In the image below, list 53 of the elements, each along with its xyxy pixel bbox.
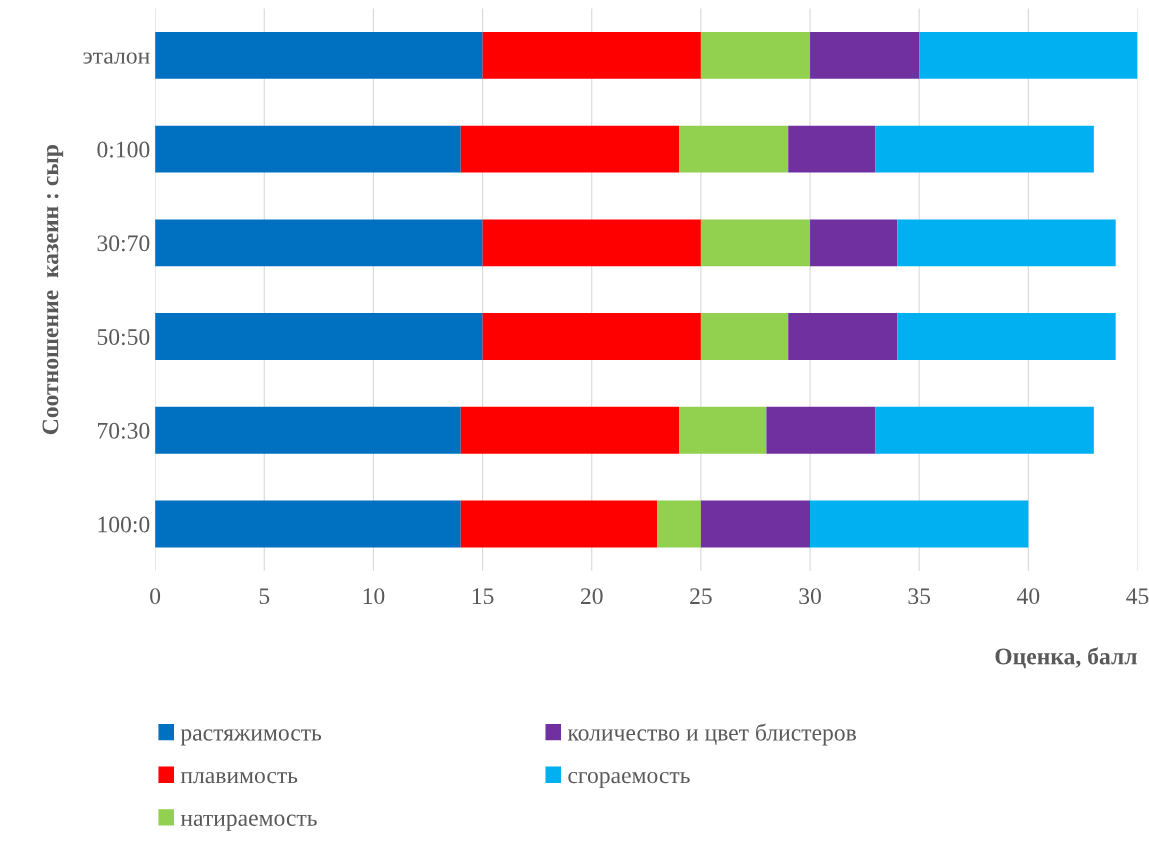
legend-label: натираемость — [180, 814, 317, 831]
x-tick-label: 10 — [363, 588, 385, 605]
x-tick-label: 40 — [1017, 588, 1040, 605]
bar — [810, 31, 920, 79]
bar — [897, 313, 1116, 360]
x-tick-label: 0 — [150, 588, 161, 605]
bar — [482, 313, 701, 360]
bar — [460, 406, 680, 454]
x-tick-label: 15 — [472, 588, 494, 605]
bar — [810, 500, 1029, 548]
legend-label: количество и цвет блистеров — [567, 723, 856, 746]
x-tick-label: 35 — [908, 588, 931, 605]
legend-label: сгораемость — [568, 771, 690, 789]
bar — [810, 219, 898, 267]
x-tick-label: 25 — [690, 588, 712, 605]
x-tick-label: 20 — [580, 588, 603, 605]
bar — [788, 125, 876, 173]
bar — [460, 125, 680, 173]
bar — [482, 219, 701, 267]
bar — [700, 31, 811, 79]
bar — [679, 406, 767, 454]
bar — [657, 500, 701, 548]
bar — [155, 125, 461, 173]
bar — [155, 31, 483, 79]
bar — [155, 406, 461, 454]
bar — [700, 500, 811, 548]
x-tick-label: 30 — [799, 588, 821, 605]
y-tick-label: эталон — [83, 52, 150, 64]
legend-label: плавимость — [180, 771, 298, 784]
x-tick-label: 5 — [259, 588, 270, 605]
y-tick-label: 70:30 — [98, 422, 150, 439]
bar — [700, 219, 811, 267]
bar — [766, 406, 876, 454]
bar — [155, 500, 461, 548]
y-tick-label: 50:50 — [97, 329, 150, 346]
bar — [460, 500, 658, 548]
x-tick-label: 45 — [1126, 588, 1149, 605]
y-axis-title: Соотношение казеин : сыр — [42, 145, 64, 435]
bar — [679, 125, 789, 173]
bar — [482, 31, 701, 79]
bar — [875, 406, 1094, 454]
y-tick-label: 0:100 — [97, 141, 150, 158]
bar — [700, 313, 789, 360]
bar — [155, 313, 483, 360]
bar — [875, 125, 1094, 173]
bar — [897, 219, 1116, 267]
bar — [919, 31, 1138, 79]
y-tick-label: 30:70 — [97, 235, 150, 252]
bar — [788, 313, 898, 360]
x-axis-title: Оценка, балл — [995, 647, 1137, 669]
y-tick-label: 100:0 — [98, 516, 150, 533]
legend-label: растяжимость — [180, 729, 322, 746]
bar — [155, 219, 483, 267]
